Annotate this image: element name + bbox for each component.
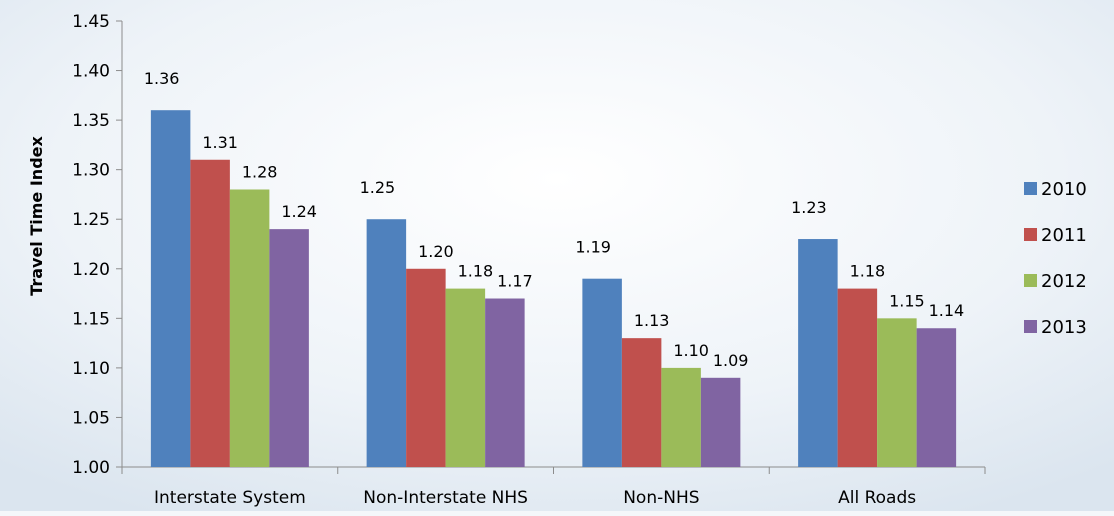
y-tick-label: 1.35 [72, 111, 110, 131]
legend-item: 2011 [1024, 225, 1087, 246]
y-tick-label: 1.25 [72, 210, 110, 230]
data-label: 1.17 [497, 272, 533, 291]
data-label: 1.23 [791, 198, 827, 217]
bar [877, 318, 917, 467]
data-label: 1.10 [673, 341, 709, 360]
legend-swatch [1024, 228, 1037, 241]
legend-item: 2010 [1024, 179, 1087, 200]
bar [621, 338, 662, 467]
data-label: 1.14 [929, 301, 965, 320]
legend-label: 2011 [1041, 225, 1087, 246]
bar [700, 377, 741, 467]
legend-label: 2012 [1041, 271, 1087, 292]
data-label: 1.24 [281, 202, 317, 221]
y-tick-label: 1.30 [72, 161, 110, 181]
bar [269, 229, 309, 467]
legend-label: 2013 [1041, 317, 1087, 338]
legend-swatch [1024, 182, 1037, 195]
data-label: 1.18 [458, 262, 494, 281]
bars-group [150, 110, 957, 467]
bar [150, 110, 191, 467]
data-label: 1.20 [418, 242, 454, 261]
y-tick-label: 1.15 [72, 309, 110, 329]
bar [837, 288, 878, 467]
y-tick-label: 1.20 [72, 260, 110, 280]
data-label: 1.19 [575, 238, 611, 257]
data-label: 1.31 [202, 133, 238, 152]
x-tick-label: All Roads [838, 488, 916, 508]
x-axis: Interstate System Non-Interstate NHS Non-N… [121, 466, 986, 508]
bar [916, 328, 957, 467]
data-label: 1.13 [634, 311, 670, 330]
bar [485, 298, 525, 467]
y-axis-title: Travel Time Index [27, 136, 46, 296]
x-tick-label: Interstate System [154, 488, 306, 508]
y-tick-label: 1.10 [72, 359, 110, 379]
legend-item: 2012 [1024, 271, 1087, 292]
y-axis: 1.00 1.05 1.10 1.15 1.20 1.25 1.30 1.35 1.40 1.45 [72, 12, 123, 478]
y-tick-label: 1.40 [72, 62, 110, 82]
legend: 2010 2011 2012 2013 [1024, 179, 1087, 338]
y-tick-label: 1.00 [72, 458, 110, 478]
y-tick-label: 1.45 [72, 12, 110, 32]
x-tick-label: Non-Interstate NHS [363, 488, 528, 508]
x-tick-label: Non-NHS [623, 488, 699, 508]
data-labels-group: 1.36 1.25 1.19 1.23 1.31 1.20 1.13 1.18 1.28 1.18… [144, 69, 964, 370]
bar [190, 159, 230, 467]
bar [582, 278, 622, 467]
bar [406, 268, 446, 467]
data-label: 1.36 [144, 69, 180, 88]
data-label: 1.09 [713, 351, 749, 370]
legend-label: 2010 [1041, 179, 1087, 200]
legend-swatch [1024, 320, 1037, 333]
bar [798, 239, 838, 467]
bar [445, 288, 486, 467]
bar [366, 219, 407, 467]
data-label: 1.28 [242, 162, 278, 181]
data-label: 1.25 [360, 178, 396, 197]
data-label: 1.15 [889, 291, 925, 310]
legend-swatch [1024, 274, 1037, 287]
bar [229, 189, 270, 467]
y-tick-label: 1.05 [72, 408, 110, 428]
data-label: 1.18 [850, 262, 886, 281]
legend-item: 2013 [1024, 317, 1087, 338]
bar [661, 367, 701, 467]
